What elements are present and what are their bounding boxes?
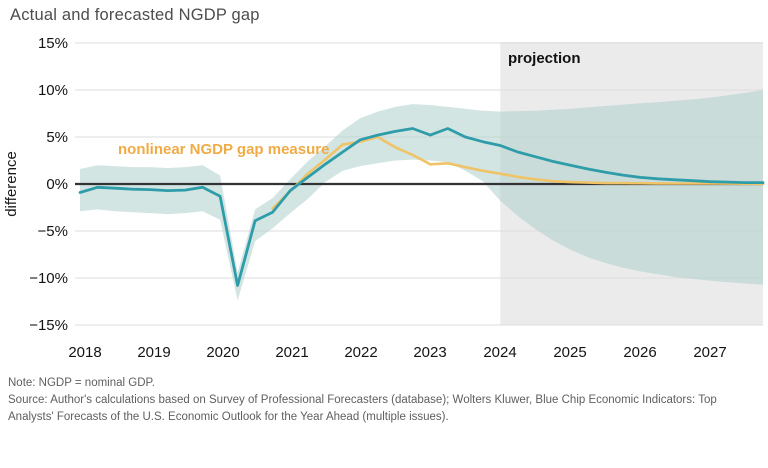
x-tick: 2024: [483, 344, 516, 361]
footnotes: Note: NGDP = nominal GDP. Source: Author…: [8, 375, 760, 426]
x-tick: 2025: [553, 344, 586, 361]
source-line: Source: Author's calculations based on S…: [8, 394, 717, 423]
y-tick: 10%: [38, 82, 68, 99]
y-tick: −10%: [29, 270, 68, 287]
ngdp-gap-chart: 15% 10% 5% 0% −5% −10% −15% 2018 2019 20…: [3, 35, 765, 361]
y-tick: 5%: [46, 129, 68, 146]
uncertainty-band: [80, 90, 763, 301]
note-line: Note: NGDP = nominal GDP.: [8, 377, 155, 389]
x-tick: 2027: [693, 344, 726, 361]
actual-forecast-series-line: [78, 127, 765, 287]
y-tick-labels: 15% 10% 5% 0% −5% −10% −15%: [29, 35, 68, 334]
x-tick-labels: 2018 2019 2020 2021 2022 2023 2024 2025 …: [68, 344, 726, 361]
y-tick: −15%: [29, 317, 68, 334]
y-tick: −5%: [38, 223, 68, 240]
nonlinear-series-annotation: nonlinear NGDP gap measure: [118, 141, 329, 158]
x-tick: 2026: [623, 344, 656, 361]
x-tick: 2021: [275, 344, 308, 361]
x-tick: 2019: [137, 344, 170, 361]
y-tick: 15%: [38, 35, 68, 52]
chart-title: Actual and forecasted NGDP gap: [10, 6, 260, 24]
x-tick: 2020: [206, 344, 239, 361]
x-tick: 2018: [68, 344, 101, 361]
y-axis-title: difference: [3, 151, 20, 217]
projection-label: projection: [508, 50, 581, 67]
x-tick: 2023: [413, 344, 446, 361]
x-tick: 2022: [344, 344, 377, 361]
y-tick: 0%: [46, 176, 68, 193]
